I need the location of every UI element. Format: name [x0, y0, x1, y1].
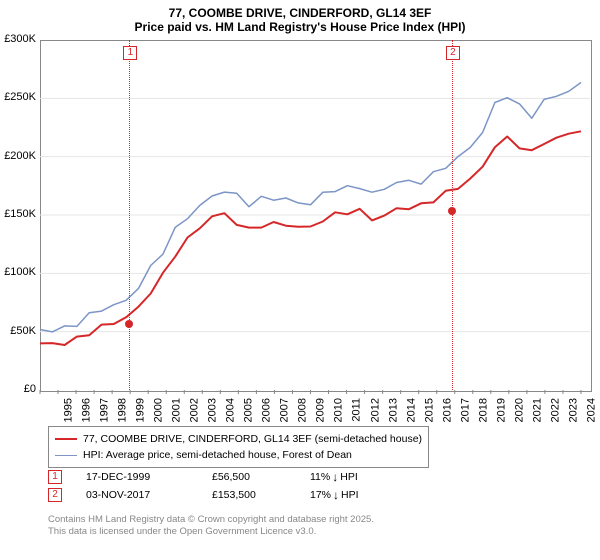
x-tick-label: 2020 [513, 398, 525, 422]
x-tick-label: 2012 [369, 398, 381, 422]
x-tick-label: 2022 [549, 398, 561, 422]
marker-dot [448, 207, 456, 215]
marker-dot [125, 320, 133, 328]
x-tick-label: 2017 [459, 398, 471, 422]
x-tick-label: 2005 [243, 398, 255, 422]
x-tick-label: 2019 [495, 398, 507, 422]
series-hpi [40, 83, 581, 332]
marker-vline [452, 40, 453, 390]
x-tick-label: 1999 [135, 398, 147, 422]
y-tick-label: £250K [0, 91, 36, 103]
x-tick-label: 2013 [387, 398, 399, 422]
x-tick-label: 1996 [81, 398, 93, 422]
x-tick-label: 2009 [315, 398, 327, 422]
marker-box: 2 [446, 46, 460, 60]
x-tick-label: 2007 [279, 398, 291, 422]
y-tick-label: £300K [0, 33, 36, 45]
x-tick-label: 2014 [405, 398, 417, 422]
marker-box: 1 [123, 46, 137, 60]
x-tick-label: 1997 [99, 398, 111, 422]
y-tick-label: £100K [0, 266, 36, 278]
y-tick-label: £50K [0, 325, 36, 337]
x-tick-label: 2015 [423, 398, 435, 422]
x-tick-label: 2018 [477, 398, 489, 422]
x-tick-label: 2021 [531, 398, 543, 422]
x-tick-label: 1995 [62, 398, 74, 422]
x-tick-label: 2000 [153, 398, 165, 422]
x-tick-label: 2002 [189, 398, 201, 422]
series-price_paid [40, 131, 581, 345]
x-tick-label: 1998 [117, 398, 129, 422]
x-tick-label: 2016 [441, 398, 453, 422]
x-tick-label: 2010 [333, 398, 345, 422]
x-tick-label: 2004 [225, 398, 237, 422]
x-tick-label: 2001 [171, 398, 183, 422]
marker-vline [129, 40, 130, 390]
x-tick-label: 2024 [585, 398, 597, 422]
x-tick-label: 2011 [350, 398, 362, 422]
x-tick-label: 2006 [261, 398, 273, 422]
y-tick-label: £150K [0, 208, 36, 220]
x-tick-label: 2023 [567, 398, 579, 422]
y-tick-label: £200K [0, 150, 36, 162]
x-tick-label: 2008 [297, 398, 309, 422]
y-tick-label: £0 [0, 383, 36, 395]
x-tick-label: 2003 [207, 398, 219, 422]
